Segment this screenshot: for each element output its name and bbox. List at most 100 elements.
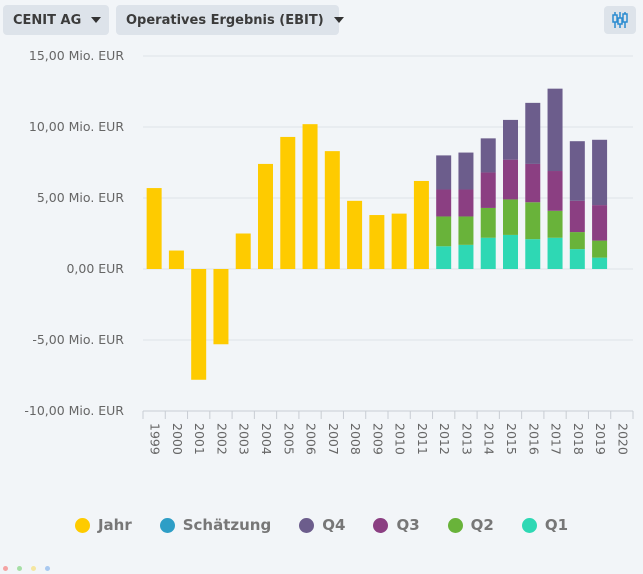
bar-jahr-2010: [391, 213, 407, 269]
bar-jahr-2004: [258, 163, 273, 269]
bar-q2-2017: [547, 210, 563, 238]
x-tick-label: 2020: [615, 423, 630, 455]
legend-item-q4[interactable]: Q4: [299, 516, 345, 534]
bar-q4-2014: [480, 138, 496, 173]
company-dropdown[interactable]: CENIT AG: [3, 5, 109, 35]
x-tick-label: 2019: [593, 423, 608, 455]
bar-q3-2014: [480, 172, 496, 208]
legend-item-q3[interactable]: Q3: [373, 516, 420, 534]
bar-jahr-2011: [413, 180, 429, 269]
x-tick-label: 2016: [526, 423, 541, 455]
y-tick-label: -5,00 Mio. EUR: [32, 332, 124, 347]
bar-q4-2015: [503, 119, 518, 160]
chevron-down-icon: [91, 17, 102, 23]
legend-dot: [299, 517, 315, 533]
bar-q1-2016: [525, 239, 541, 269]
legend-dot: [159, 517, 175, 533]
legend-label: Jahr: [97, 516, 132, 534]
x-tick-label: 2001: [192, 423, 207, 455]
chevron-down-icon: [333, 17, 344, 23]
pagination-dot: [31, 566, 36, 571]
x-tick-label: 2005: [281, 423, 296, 455]
x-tick-label: 1999: [148, 423, 163, 455]
pagination-dot: [3, 566, 8, 571]
bar-q1-2015: [503, 234, 518, 269]
y-tick-label: 15,00 Mio. EUR: [29, 48, 124, 63]
chart-settings-icon: [612, 12, 628, 28]
legend-label: Q4: [322, 516, 346, 534]
bar-q2-2019: [592, 240, 608, 258]
x-tick-label: 2000: [170, 423, 185, 455]
x-tick-label: 2015: [504, 423, 519, 455]
x-tick-label: 2010: [393, 423, 408, 455]
x-tick-label: 2002: [214, 423, 229, 455]
bar-q3-2018: [569, 200, 585, 233]
bar-q4-2019: [592, 139, 608, 206]
x-tick-label: 2008: [348, 423, 363, 455]
legend-item-jahr[interactable]: Jahr: [74, 516, 132, 534]
legend-dot: [74, 517, 90, 533]
bar-q3-2016: [525, 163, 541, 203]
x-tick-label: 2003: [237, 423, 252, 455]
pagination-dot: [45, 566, 50, 571]
bar-q1-2013: [458, 244, 474, 269]
bar-q1-2017: [547, 237, 563, 269]
y-tick-label: 10,00 Mio. EUR: [29, 119, 124, 134]
bar-q3-2017: [547, 171, 563, 211]
bar-q2-2016: [525, 202, 541, 240]
legend-label: Q2: [470, 516, 494, 534]
bar-q4-2016: [525, 102, 541, 164]
bar-q1-2019: [592, 257, 608, 269]
bar-q3-2012: [436, 189, 452, 217]
x-tick-label: 2018: [571, 423, 586, 455]
bar-q2-2015: [503, 199, 518, 235]
x-tick-label: 2004: [259, 423, 274, 455]
bar-jahr-2009: [369, 215, 385, 269]
x-tick-label: 2011: [415, 423, 430, 455]
bar-q4-2013: [458, 152, 474, 190]
bar-q3-2019: [592, 205, 608, 241]
x-tick-label: 2013: [459, 423, 474, 455]
ebit-chart: 15,00 Mio. EUR 10,00 Mio. EUR 5,00 Mio. EU…: [24, 48, 634, 455]
y-tick-label: -10,00 Mio. EUR: [24, 403, 124, 418]
pagination-dots: [3, 566, 59, 571]
legend-dot: [521, 517, 537, 533]
bar-q4-2012: [436, 155, 452, 190]
legend-item-schaetzung[interactable]: Schätzung: [159, 516, 272, 534]
bar-jahr-2008: [347, 200, 363, 269]
company-dropdown-label: CENIT AG: [13, 12, 82, 28]
chart-legend: Jahr Schätzung Q4 Q3 Q2 Q1: [0, 510, 643, 540]
bar-q2-2012: [436, 216, 452, 247]
x-tick-label: 2014: [482, 423, 497, 455]
bar-jahr-2007: [324, 151, 340, 269]
metric-dropdown[interactable]: Operatives Ergebnis (EBIT): [116, 5, 344, 35]
pagination-dot: [17, 566, 22, 571]
x-tick-label: 2017: [549, 423, 564, 455]
legend-dot: [447, 517, 463, 533]
bar-jahr-2000: [168, 250, 184, 269]
legend-item-q2[interactable]: Q2: [447, 516, 494, 534]
y-tick-label: 0,00 EUR: [66, 261, 124, 276]
bar-jahr-2006: [302, 124, 318, 269]
bar-q2-2018: [569, 232, 585, 250]
bar-q3-2013: [458, 189, 474, 217]
legend-label: Q1: [544, 516, 569, 534]
x-tick-label: 2006: [304, 423, 319, 455]
x-tick-label: 2009: [370, 423, 385, 455]
bar-q4-2018: [569, 141, 585, 201]
y-tick-label: 5,00 Mio. EUR: [37, 190, 124, 205]
chart-toolbar: CENIT AG Operatives Ergebnis (EBIT): [0, 0, 643, 42]
chart-settings-button[interactable]: [604, 6, 636, 34]
bar-q2-2013: [458, 216, 474, 245]
bar-jahr-2001: [191, 269, 207, 380]
bar-jahr-2002: [213, 269, 229, 345]
x-tick-label: 2007: [326, 423, 341, 455]
legend-item-q1[interactable]: Q1: [521, 516, 569, 534]
bar-q2-2014: [480, 207, 496, 238]
x-tick-label: 2012: [437, 423, 452, 455]
bar-q1-2018: [569, 249, 585, 269]
legend-label: Q3: [396, 516, 420, 534]
bar-jahr-2005: [280, 136, 296, 269]
legend-label: Schätzung: [182, 516, 272, 534]
bar-q1-2012: [436, 246, 452, 269]
